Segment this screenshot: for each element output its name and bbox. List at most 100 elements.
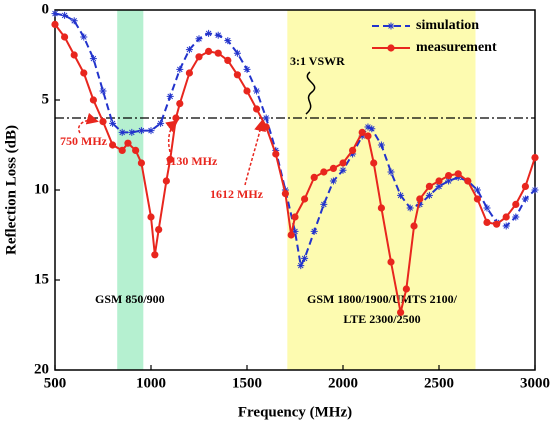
- data-point: [109, 141, 117, 149]
- data-point: [205, 47, 213, 56]
- y-tick-label: 15: [34, 271, 49, 287]
- data-point: [406, 204, 414, 212]
- data-point: [464, 177, 472, 185]
- data-point: [387, 168, 395, 176]
- data-point: [124, 139, 132, 147]
- band-label: LTE 2300/2500: [343, 312, 420, 326]
- data-point: [89, 55, 97, 63]
- data-point: [377, 204, 385, 212]
- data-point: [166, 155, 174, 163]
- data-point: [301, 195, 309, 203]
- data-point: [70, 17, 78, 25]
- data-point: [243, 65, 251, 73]
- band: [117, 10, 144, 370]
- data-point: [320, 168, 328, 176]
- data-point: [109, 119, 117, 127]
- data-point: [368, 125, 376, 133]
- data-point: [61, 11, 69, 19]
- data-point: [377, 141, 385, 149]
- x-axis-label: Frequency (MHz): [238, 404, 352, 420]
- data-point: [425, 182, 433, 190]
- data-point: [272, 150, 280, 158]
- annotation: 1130 MHz: [165, 154, 218, 168]
- data-point: [435, 177, 443, 185]
- x-tick-label: 1500: [232, 375, 262, 391]
- data-point: [99, 118, 107, 126]
- data-point: [176, 65, 184, 73]
- data-point: [502, 222, 510, 230]
- data-point: [80, 33, 88, 41]
- data-point: [253, 87, 261, 95]
- data-point: [339, 166, 347, 174]
- data-point: [132, 146, 140, 154]
- y-axis-label: Reflection Loss (dB): [3, 125, 19, 255]
- y-tick-label: 10: [34, 181, 49, 197]
- data-point: [397, 308, 405, 316]
- data-point: [147, 127, 155, 135]
- data-point: [233, 71, 241, 79]
- data-point: [205, 29, 213, 37]
- data-point: [291, 213, 299, 221]
- data-point: [297, 262, 305, 270]
- squiggle: [305, 71, 316, 115]
- data-point: [445, 172, 453, 180]
- data-point: [253, 105, 261, 113]
- data-point: [243, 87, 251, 95]
- data-point: [349, 146, 357, 154]
- data-point: [301, 254, 309, 262]
- x-tick-label: 1000: [136, 375, 166, 391]
- data-point: [512, 213, 520, 221]
- data-point: [155, 226, 163, 234]
- band-label: GSM 1800/1900/UMTS 2100/: [307, 292, 458, 306]
- data-point: [416, 195, 424, 203]
- data-point: [387, 258, 395, 266]
- data-point: [521, 195, 529, 203]
- data-point: [151, 251, 159, 259]
- legend-marker: [387, 22, 395, 30]
- data-point: [214, 49, 222, 57]
- data-point: [118, 146, 126, 154]
- data-point: [262, 114, 270, 122]
- data-point: [364, 132, 372, 140]
- data-point: [272, 146, 280, 154]
- data-point: [195, 35, 203, 43]
- annotation: 1612 MHz: [210, 187, 264, 201]
- data-point: [416, 200, 424, 208]
- data-point: [410, 222, 418, 230]
- data-point: [162, 177, 170, 185]
- data-point: [166, 92, 174, 100]
- data-point: [493, 220, 501, 228]
- x-tick-label: 2000: [328, 375, 358, 391]
- data-point: [281, 190, 289, 198]
- data-point: [128, 128, 136, 136]
- legend-label: measurement: [416, 40, 497, 55]
- data-point: [502, 213, 510, 221]
- data-point: [329, 177, 337, 185]
- data-point: [483, 218, 491, 226]
- data-point: [473, 186, 481, 194]
- data-point: [233, 49, 241, 57]
- data-point: [70, 51, 78, 59]
- data-point: [80, 69, 88, 77]
- data-point: [214, 31, 222, 39]
- data-point: [51, 20, 59, 28]
- data-point: [137, 159, 145, 167]
- data-point: [454, 170, 462, 178]
- data-point: [287, 231, 295, 239]
- arrow: [244, 119, 266, 186]
- data-point: [531, 186, 539, 194]
- data-point: [310, 227, 318, 235]
- data-point: [118, 128, 126, 136]
- data-point: [425, 191, 433, 199]
- data-point: [195, 53, 203, 61]
- data-point: [185, 46, 193, 54]
- data-point: [349, 150, 357, 158]
- data-point: [262, 123, 270, 131]
- data-point: [137, 127, 145, 135]
- band: [287, 10, 476, 370]
- data-point: [358, 128, 366, 136]
- annotation: 3:1 VSWR: [290, 54, 345, 68]
- data-point: [172, 114, 180, 122]
- x-tick-label: 2500: [424, 375, 454, 391]
